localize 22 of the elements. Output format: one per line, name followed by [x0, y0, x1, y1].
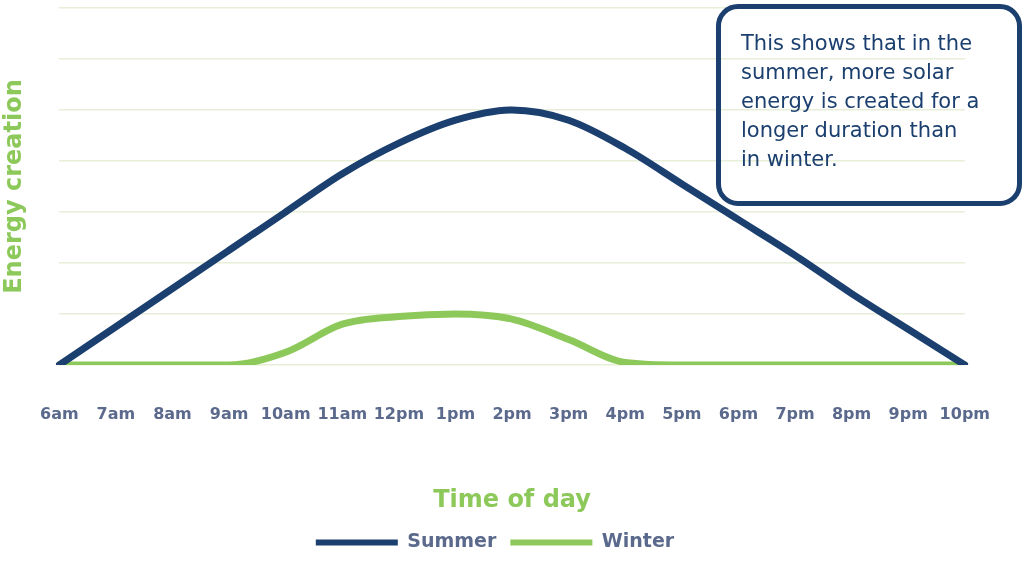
callout-box: This shows that in the summer, more solar energy is created for a longer duration than in winter.: [716, 4, 1022, 206]
x-tick-label: 8am: [153, 403, 192, 423]
x-tick-label: 7am: [96, 403, 136, 423]
x-tick-label: 9am: [209, 403, 249, 423]
x-tick-label: 7pm: [775, 403, 815, 423]
y-axis-title: Energy creation: [0, 79, 28, 294]
x-tick-label: 2pm: [492, 403, 532, 423]
legend-label: Winter: [601, 529, 675, 552]
x-tick-label: 5pm: [662, 403, 702, 423]
x-tick-label: 8pm: [831, 403, 872, 423]
x-tick-label: 12pm: [373, 403, 425, 423]
x-tick-label: 6am: [40, 403, 79, 423]
x-tick-label: 6pm: [718, 403, 759, 423]
x-tick-label: 10pm: [939, 403, 990, 423]
x-tick-label: 9pm: [888, 403, 928, 423]
legend-label: Summer: [407, 529, 497, 552]
x-tick-label: 11am: [317, 403, 368, 423]
x-axis-title: Time of day: [433, 484, 592, 513]
x-tick-label: 10am: [260, 403, 311, 423]
x-tick-label: 1pm: [435, 403, 476, 423]
x-tick-label: 3pm: [549, 403, 589, 423]
x-tick-label: 4pm: [605, 403, 645, 423]
